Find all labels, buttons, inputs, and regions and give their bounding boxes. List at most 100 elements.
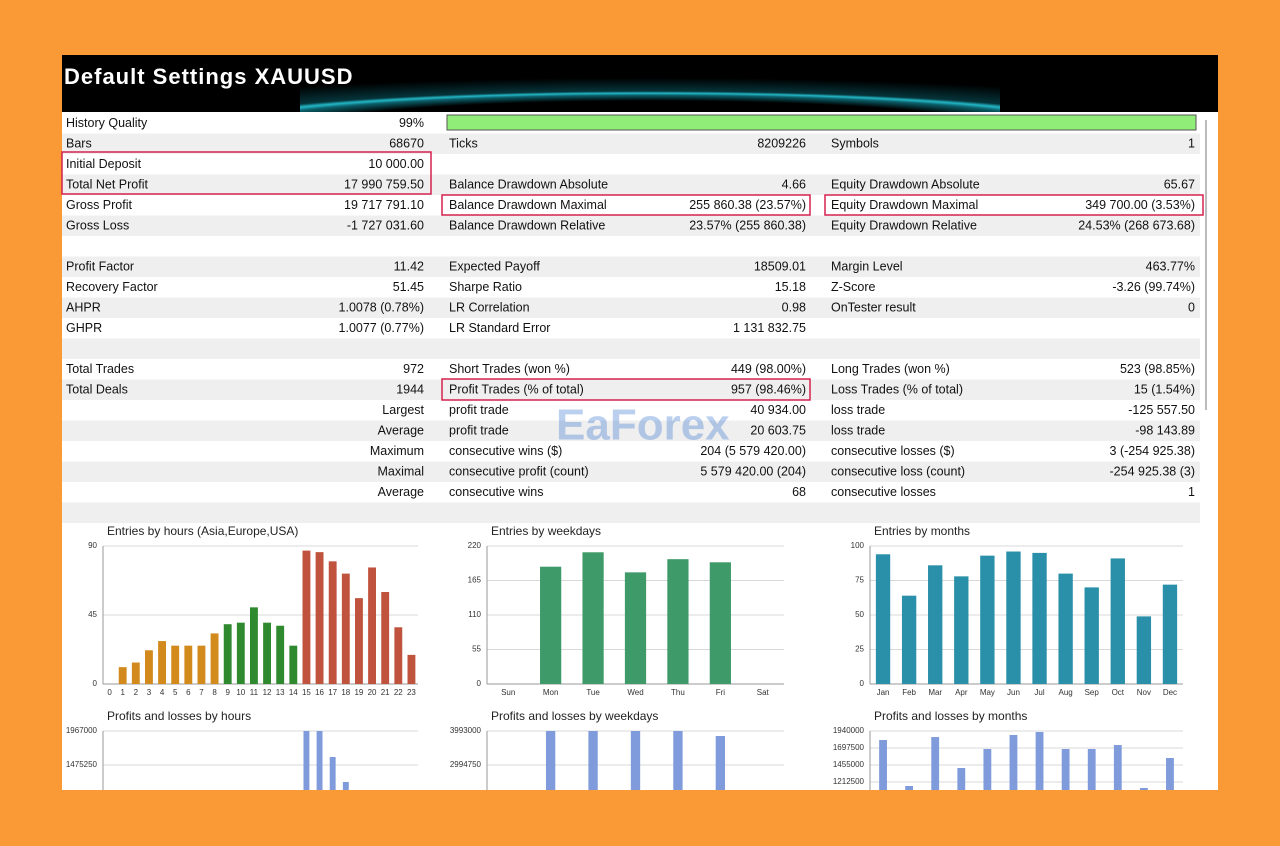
y-tick-label: 1940000 [833,726,865,735]
cell-label: LR Correlation [449,300,530,314]
bar [250,607,258,684]
cell-label: Sharpe Ratio [449,280,522,294]
row-band [62,133,1200,154]
cell-value: 972 [403,362,424,376]
charts: Entries by hours (Asia,Europe,USA)045900… [66,524,1183,790]
bar [957,768,966,790]
bar [1162,584,1178,684]
cell-label: Margin Level [831,259,903,273]
x-tick-label: 11 [250,688,259,697]
y-tick-label: 3993000 [450,726,482,735]
x-tick-label: Mon [543,688,559,697]
cell-label: loss trade [831,403,885,417]
bar [289,645,298,684]
x-tick-label: 12 [263,688,272,697]
cell-label: Gross Profit [66,198,133,212]
bar [588,731,598,790]
bar [303,731,310,790]
cell-value: -98 143.89 [1135,423,1195,437]
cell-value: 523 (98.85%) [1120,362,1195,376]
x-tick-label: Tue [586,688,600,697]
x-tick-label: 10 [236,688,245,697]
cell-value: 24.53% (268 673.68) [1078,218,1195,232]
cell-value: 0 [1188,300,1195,314]
x-tick-label: Dec [1163,688,1177,697]
cell-value: 19 717 791.10 [344,198,424,212]
bar [158,641,166,684]
cell-value: 204 (5 579 420.00) [700,444,806,458]
cell-value: 5 579 420.00 (204) [700,464,806,478]
cell-label: Gross Loss [66,218,129,232]
bar [316,731,323,790]
y-tick-label: 55 [472,645,481,654]
cell-value: -254 925.38 (3) [1110,464,1195,478]
bar [673,731,683,790]
bar [263,622,271,684]
cell-value: 20 603.75 [750,423,806,437]
cell-value: Average [378,485,424,499]
x-tick-label: 4 [160,688,165,697]
chart-title: Entries by weekdays [491,524,601,538]
bar [931,737,940,790]
cell-label: Recovery Factor [66,280,158,294]
cell-value: -3.26 (99.74%) [1112,280,1195,294]
x-tick-label: Jun [1007,688,1020,697]
x-tick-label: Oct [1112,688,1125,697]
x-tick-label: 6 [186,688,191,697]
cell-label: Expected Payoff [449,259,540,273]
x-tick-label: Fri [716,688,726,697]
y-tick-label: 1697500 [833,743,865,752]
bar [1058,573,1073,684]
x-tick-label: Sun [501,688,515,697]
cell-label: Z-Score [831,280,876,294]
cell-label: Profit Factor [66,259,134,273]
y-tick-label: 220 [468,541,482,550]
bar [715,736,726,790]
cell-value: 1.0077 (0.77%) [339,321,424,335]
cell-label: Balance Drawdown Maximal [449,198,607,212]
bar [709,562,731,684]
cell-value: 1 [1188,485,1195,499]
bar [1032,552,1047,684]
bar [954,576,969,684]
x-tick-label: Thu [671,688,685,697]
cell-label: consecutive profit (count) [449,464,589,478]
chart-title: Profits and losses by months [874,709,1027,723]
cell-value: 18509.01 [754,259,806,273]
x-tick-label: 17 [328,688,337,697]
x-tick-label: 20 [368,688,377,697]
x-tick-label: 13 [276,688,285,697]
x-tick-label: Nov [1137,688,1151,697]
y-tick-label: 25 [855,645,864,654]
x-tick-label: 7 [199,688,204,697]
cell-value: 349 700.00 (3.53%) [1085,198,1195,212]
cell-value: -125 557.50 [1128,403,1195,417]
cell-label: Ticks [449,136,478,150]
bar [1166,757,1174,790]
cell-value: 1944 [396,382,424,396]
cell-value: 11.42 [394,259,424,273]
cell-label: consecutive wins [449,485,544,499]
bar [223,624,232,684]
bar [545,731,556,790]
cell-label: Total Deals [66,382,128,396]
y-tick-label: 1212500 [833,777,865,786]
cell-label: AHPR [66,300,101,314]
x-tick-label: 5 [173,688,178,697]
cell-label: Balance Drawdown Relative [449,218,605,232]
bar [875,554,891,684]
bar [131,662,140,684]
cell-value: 99% [399,116,424,130]
cell-label: History Quality [66,116,148,130]
highlight-box [441,194,811,216]
y-tick-label: 0 [860,679,865,688]
cell-value: 1.0078 (0.78%) [339,300,424,314]
x-tick-label: 21 [381,688,390,697]
x-tick-label: Aug [1059,688,1073,697]
bar [667,559,689,684]
y-tick-label: 75 [855,576,864,585]
y-tick-label: 1475250 [66,760,98,769]
cell-value: Maximum [370,444,424,458]
cell-label: Long Trades (won %) [831,362,950,376]
cell-label: Total Trades [66,362,134,376]
